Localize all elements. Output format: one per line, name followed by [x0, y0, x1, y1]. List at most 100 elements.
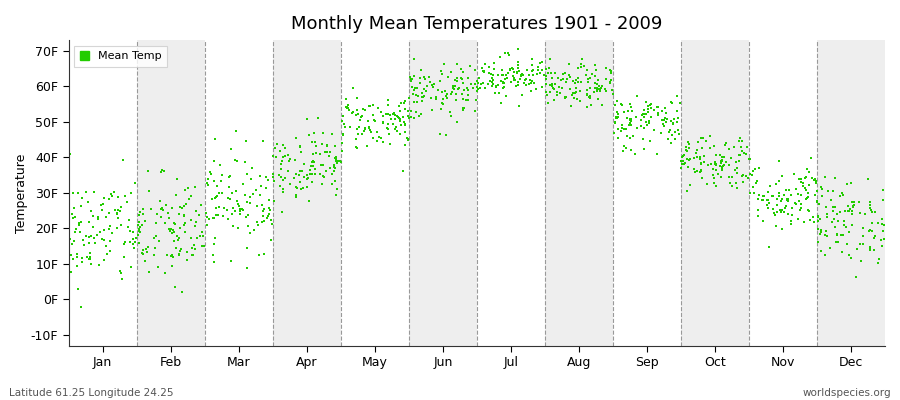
- Point: [238, 192, 252, 198]
- Point: [801, 207, 815, 214]
- Point: [184, 217, 198, 223]
- Point: [406, 91, 420, 98]
- Point: [337, 120, 351, 127]
- Point: [724, 180, 738, 186]
- Point: [307, 158, 321, 165]
- Point: [628, 151, 643, 157]
- Point: [841, 241, 855, 248]
- Point: [852, 199, 867, 206]
- Point: [199, 210, 213, 216]
- Point: [663, 99, 678, 106]
- Point: [526, 79, 541, 86]
- Point: [715, 167, 729, 174]
- Point: [815, 193, 830, 199]
- Point: [124, 264, 139, 270]
- Point: [667, 116, 681, 122]
- Point: [135, 211, 149, 217]
- Point: [283, 181, 297, 187]
- Point: [688, 150, 703, 156]
- Point: [796, 179, 810, 186]
- Point: [392, 103, 406, 110]
- Point: [139, 246, 153, 252]
- Point: [118, 239, 132, 245]
- Point: [131, 219, 146, 226]
- Point: [253, 173, 267, 179]
- Point: [806, 214, 821, 220]
- Point: [770, 202, 784, 208]
- Point: [418, 86, 432, 92]
- Point: [637, 111, 652, 117]
- Point: [512, 103, 526, 110]
- Point: [800, 194, 814, 201]
- Point: [724, 173, 739, 180]
- Point: [110, 211, 124, 218]
- Point: [328, 143, 343, 150]
- Point: [793, 206, 807, 213]
- Point: [74, 219, 88, 225]
- Point: [437, 88, 452, 94]
- Point: [64, 252, 78, 258]
- Point: [212, 190, 227, 196]
- Point: [497, 84, 511, 90]
- Point: [771, 158, 786, 164]
- Point: [530, 71, 544, 77]
- Point: [122, 217, 136, 223]
- Point: [775, 226, 789, 232]
- Point: [407, 56, 421, 62]
- Point: [206, 215, 220, 221]
- Point: [185, 252, 200, 258]
- Point: [482, 81, 496, 87]
- Point: [356, 105, 370, 112]
- Point: [354, 113, 368, 120]
- Point: [323, 148, 338, 155]
- Point: [688, 169, 702, 176]
- Point: [837, 222, 851, 228]
- Point: [683, 156, 698, 162]
- Point: [772, 190, 787, 196]
- Point: [175, 289, 189, 296]
- Point: [621, 108, 635, 114]
- Point: [226, 223, 240, 230]
- Point: [257, 217, 272, 224]
- Point: [742, 156, 757, 162]
- Point: [681, 156, 696, 163]
- Point: [814, 228, 828, 235]
- Point: [518, 76, 532, 83]
- Point: [697, 135, 711, 141]
- Point: [690, 168, 705, 174]
- Point: [608, 130, 622, 136]
- Title: Monthly Mean Temperatures 1901 - 2009: Monthly Mean Temperatures 1901 - 2009: [292, 15, 662, 33]
- Point: [289, 184, 303, 190]
- Point: [274, 148, 288, 154]
- Point: [81, 234, 95, 240]
- Point: [435, 106, 449, 112]
- Point: [83, 250, 97, 256]
- Point: [540, 92, 554, 98]
- Point: [358, 107, 373, 114]
- Point: [562, 72, 576, 78]
- Point: [499, 72, 513, 78]
- Point: [472, 75, 486, 82]
- Point: [809, 198, 824, 204]
- Point: [435, 89, 449, 96]
- Point: [380, 124, 394, 131]
- Point: [572, 98, 587, 105]
- Point: [376, 139, 391, 146]
- Point: [831, 218, 845, 224]
- Point: [170, 232, 184, 239]
- Point: [752, 165, 766, 171]
- Point: [467, 108, 482, 114]
- Point: [680, 156, 695, 162]
- Point: [75, 259, 89, 266]
- Point: [707, 180, 722, 186]
- Point: [671, 130, 686, 137]
- Point: [484, 70, 499, 77]
- Point: [400, 108, 415, 115]
- Point: [625, 118, 639, 124]
- Point: [180, 248, 194, 255]
- Point: [272, 172, 286, 178]
- Point: [659, 109, 673, 116]
- Point: [694, 135, 708, 141]
- Point: [275, 208, 290, 215]
- Point: [528, 86, 543, 92]
